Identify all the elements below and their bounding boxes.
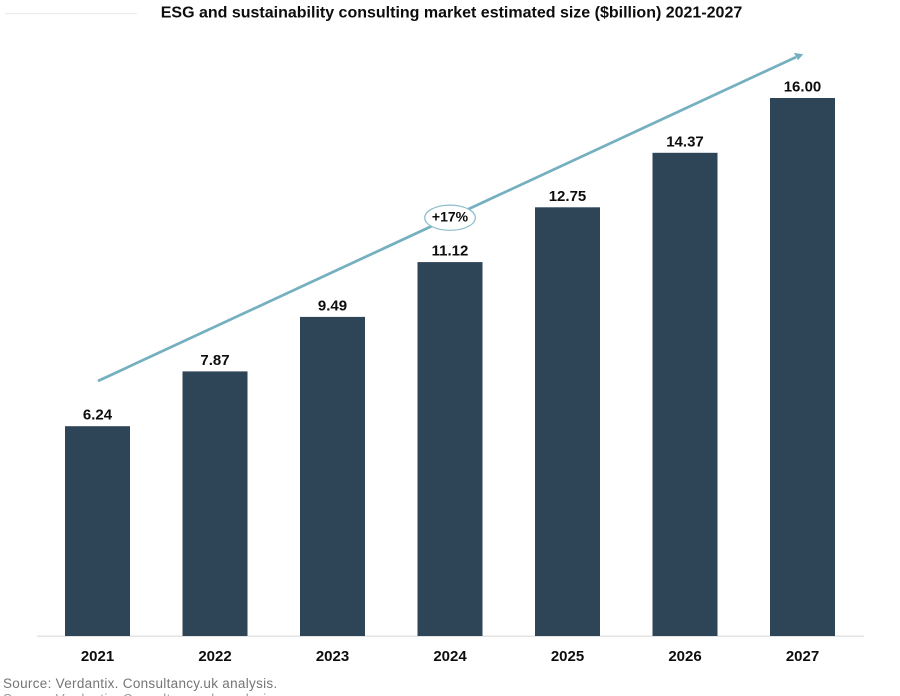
svg-text:2027: 2027 (786, 648, 819, 665)
svg-text:6.24: 6.24 (83, 407, 113, 424)
svg-text:2021: 2021 (81, 648, 114, 665)
svg-text:9.49: 9.49 (318, 297, 347, 314)
svg-text:12.75: 12.75 (549, 188, 587, 205)
svg-text:2026: 2026 (668, 648, 701, 665)
svg-text:2023: 2023 (316, 648, 349, 665)
svg-text:Source: Verdantix. Consultancy: Source: Verdantix. Consultancy.uk analys… (3, 676, 278, 691)
svg-text:2024: 2024 (433, 648, 467, 665)
svg-text:Source: Verdantix. Consultancy: Source: Verdantix. Consultancy.uk analys… (3, 692, 278, 696)
svg-text:2025: 2025 (551, 648, 584, 665)
svg-text:14.37: 14.37 (666, 133, 704, 150)
svg-text:7.87: 7.87 (200, 352, 229, 369)
svg-text:16.00: 16.00 (784, 79, 822, 96)
svg-text:2022: 2022 (198, 648, 231, 665)
svg-text:11.12: 11.12 (432, 243, 469, 260)
svg-text:ESG and sustainability consult: ESG and sustainability consulting market… (161, 5, 743, 22)
svg-text:+17%: +17% (432, 209, 469, 225)
